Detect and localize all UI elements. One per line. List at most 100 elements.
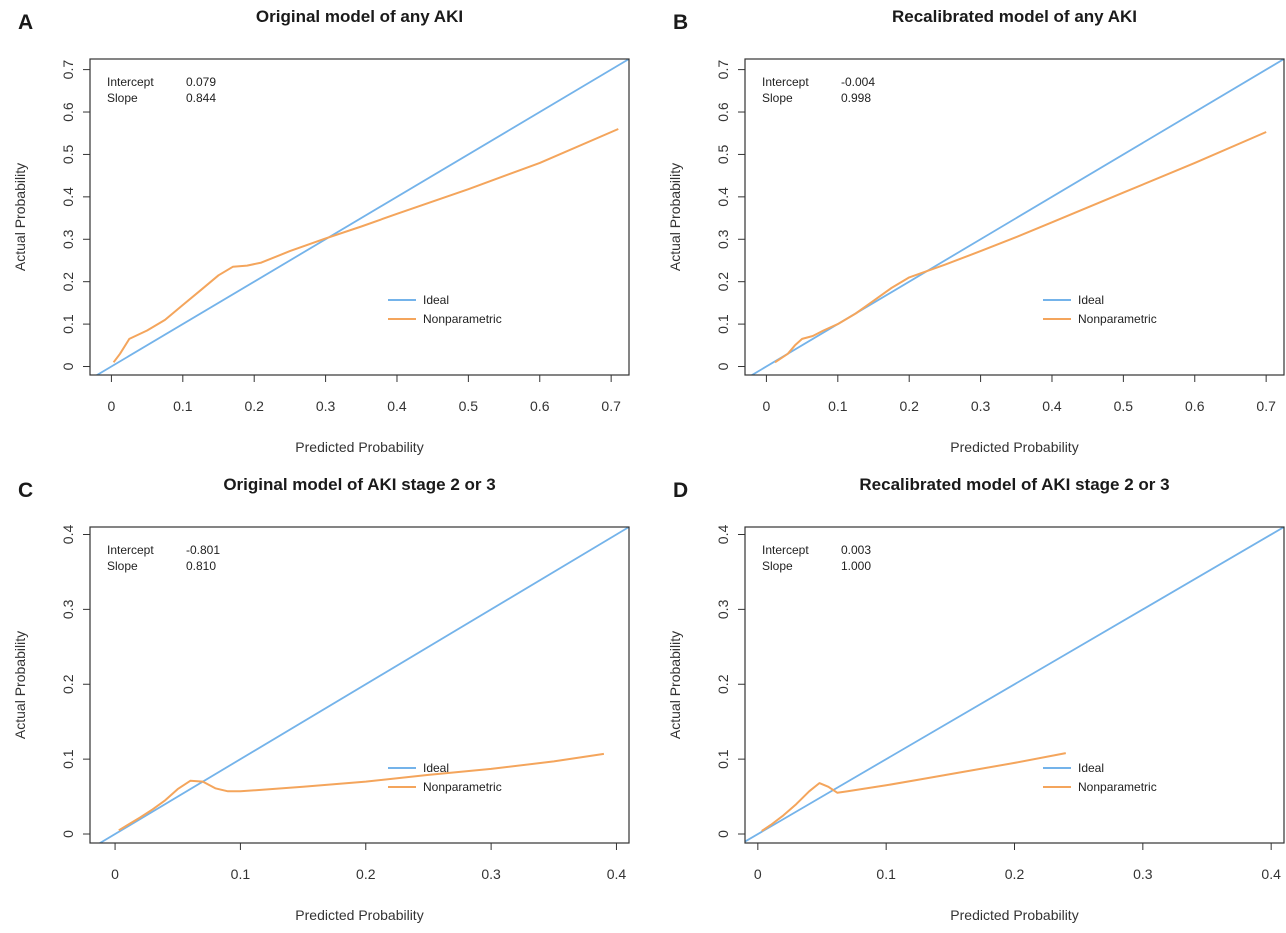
stat-value: -0.801 <box>186 543 220 557</box>
legend-label: Nonparametric <box>423 780 502 794</box>
legend-label: Ideal <box>423 293 449 307</box>
stat-label: Slope <box>107 559 138 573</box>
x-axis-label: Predicted Probability <box>295 439 423 455</box>
ideal-line <box>95 59 629 375</box>
y-tick-label: 0 <box>60 830 76 838</box>
series-group <box>98 527 629 843</box>
stat-value: 0.998 <box>841 91 871 105</box>
y-tick-label: 0.7 <box>60 60 76 80</box>
stat-label: Slope <box>762 91 793 105</box>
plot-frame <box>89 58 630 376</box>
panel-letter: B <box>673 11 688 34</box>
y-tick-label: 0.1 <box>60 314 76 334</box>
y-tick-label: 0.6 <box>715 102 731 122</box>
stat-label: Slope <box>762 559 793 573</box>
nonparametric-line <box>118 752 605 832</box>
x-tick-label: 0.3 <box>1133 866 1153 882</box>
x-axis-label: Predicted Probability <box>950 439 1078 455</box>
y-tick-label: 0 <box>715 830 731 838</box>
stat-label: Slope <box>107 91 138 105</box>
stat-label: Intercept <box>762 75 809 89</box>
y-tick-label: 0.1 <box>60 749 76 769</box>
x-tick-label: 0 <box>754 866 762 882</box>
y-axis-label: Actual Probability <box>12 631 28 739</box>
x-tick-label: 0.7 <box>1256 398 1276 414</box>
y-tick-label: 0.2 <box>60 272 76 292</box>
chart-title: Recalibrated model of AKI stage 2 or 3 <box>859 475 1169 494</box>
x-tick-label: 0.2 <box>356 866 376 882</box>
y-tick-label: 0.1 <box>715 314 731 334</box>
x-tick-label: 0.1 <box>173 398 193 414</box>
stat-label: Intercept <box>107 75 154 89</box>
x-tick-label: 0.2 <box>244 398 264 414</box>
x-tick-label: 0 <box>108 398 116 414</box>
plot-frame <box>744 526 1285 844</box>
y-tick-label: 0 <box>715 362 731 370</box>
x-tick-label: 0.1 <box>231 866 251 882</box>
x-tick-label: 0.3 <box>316 398 336 414</box>
x-tick-label: 0.1 <box>876 866 896 882</box>
calibration-plot: B Recalibrated model of any AKI Predicted … <box>667 7 1285 455</box>
x-axis-label: Predicted Probability <box>295 907 423 923</box>
y-tick-label: 0.4 <box>60 525 76 545</box>
calibration-panel-b: B Recalibrated model of any AKI Predicted … <box>655 0 1286 465</box>
ideal-line <box>98 527 629 843</box>
stat-label: Intercept <box>762 543 809 557</box>
calibration-panel-c: C Original model of AKI stage 2 or 3 Predi… <box>0 468 631 933</box>
legend-label: Nonparametric <box>1078 312 1157 326</box>
y-tick-label: 0.4 <box>715 187 731 207</box>
plot-frame <box>744 58 1285 376</box>
legend-label: Ideal <box>1078 761 1104 775</box>
calibration-plot: C Original model of AKI stage 2 or 3 Predi… <box>12 475 630 923</box>
y-tick-label: 0.2 <box>60 674 76 694</box>
x-tick-label: 0.2 <box>899 398 919 414</box>
x-tick-label: 0.3 <box>481 866 501 882</box>
x-tick-label: 0.6 <box>1185 398 1205 414</box>
x-tick-label: 0.4 <box>607 866 627 882</box>
y-tick-label: 0.2 <box>715 272 731 292</box>
chart-title: Original model of any AKI <box>256 7 463 26</box>
panel-letter: A <box>18 11 33 34</box>
x-tick-label: 0.2 <box>1005 866 1025 882</box>
panel-letter: C <box>18 479 33 502</box>
series-group <box>745 527 1284 843</box>
x-tick-label: 0.1 <box>828 398 848 414</box>
y-tick-label: 0.3 <box>715 229 731 249</box>
stat-label: Intercept <box>107 543 154 557</box>
x-tick-label: 0 <box>111 866 119 882</box>
y-tick-label: 0.3 <box>60 229 76 249</box>
x-tick-label: 0.3 <box>971 398 991 414</box>
nonparametric-line <box>112 128 619 363</box>
stat-value: 0.810 <box>186 559 216 573</box>
y-tick-label: 0.2 <box>715 674 731 694</box>
x-tick-label: 0.7 <box>601 398 621 414</box>
x-tick-label: 0.4 <box>387 398 407 414</box>
calibration-panel-a: A Original model of any AKI Predicted Prob… <box>0 0 631 465</box>
stat-value: 0.079 <box>186 75 216 89</box>
x-tick-label: 0.4 <box>1042 398 1062 414</box>
calibration-plot: A Original model of any AKI Predicted Prob… <box>12 7 630 455</box>
y-axis-label: Actual Probability <box>667 631 683 739</box>
calibration-plot: D Recalibrated model of AKI stage 2 or 3 P… <box>667 475 1285 923</box>
stat-value: 0.003 <box>841 543 871 557</box>
x-tick-label: 0.5 <box>459 398 479 414</box>
chart-title: Recalibrated model of any AKI <box>892 7 1137 26</box>
chart-title: Original model of AKI stage 2 or 3 <box>223 475 495 494</box>
y-tick-label: 0.5 <box>60 144 76 164</box>
y-tick-label: 0 <box>60 362 76 370</box>
y-tick-label: 0.3 <box>715 599 731 619</box>
x-tick-label: 0.6 <box>530 398 550 414</box>
legend-label: Ideal <box>423 761 449 775</box>
y-tick-label: 0.1 <box>715 749 731 769</box>
y-tick-label: 0.4 <box>60 187 76 207</box>
y-tick-label: 0.5 <box>715 144 731 164</box>
x-tick-label: 0.5 <box>1114 398 1134 414</box>
x-axis-label: Predicted Probability <box>950 907 1078 923</box>
x-tick-label: 0 <box>763 398 771 414</box>
ideal-line <box>750 59 1284 375</box>
x-tick-label: 0.4 <box>1261 866 1281 882</box>
y-tick-label: 0.4 <box>715 525 731 545</box>
legend-label: Nonparametric <box>1078 780 1157 794</box>
series-group <box>750 59 1284 375</box>
stat-value: 0.844 <box>186 91 216 105</box>
